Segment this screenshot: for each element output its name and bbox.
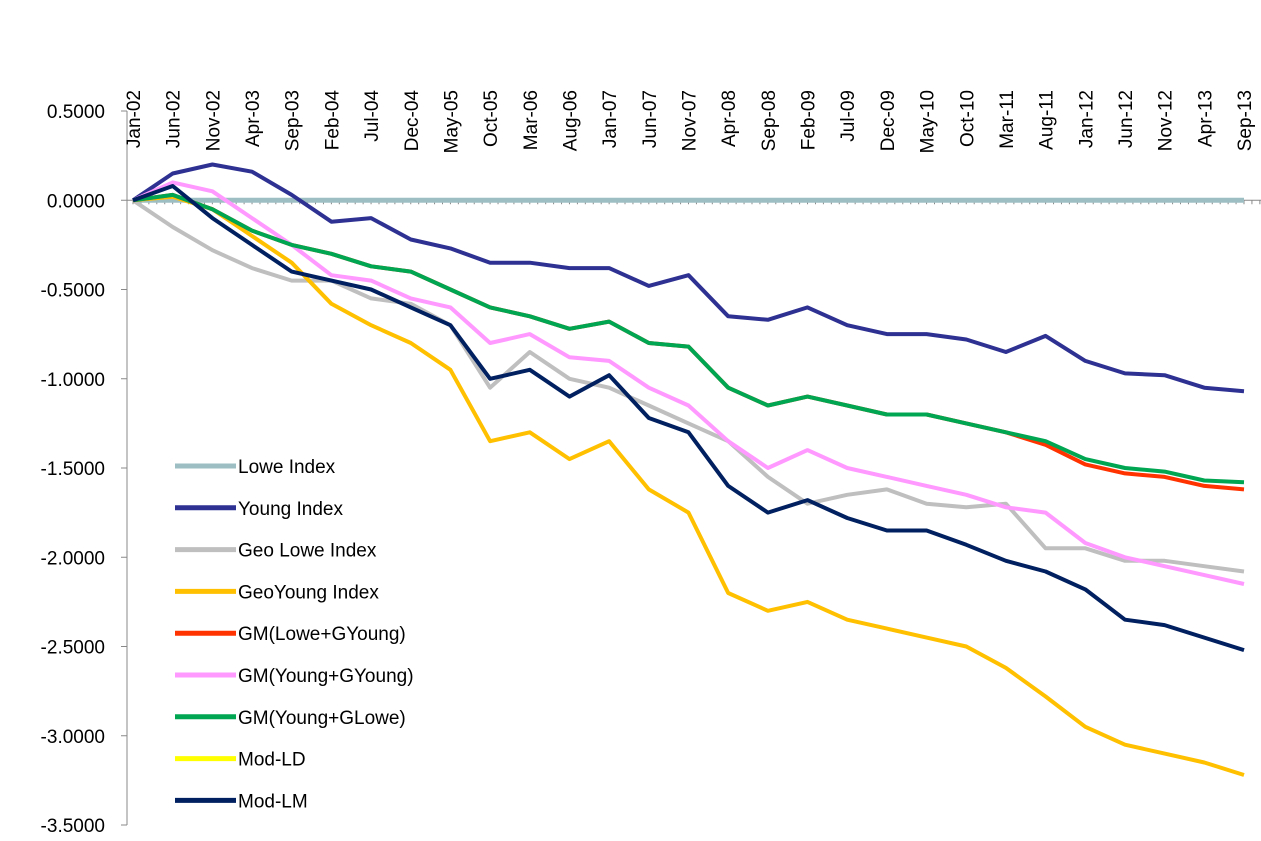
x-tick-label: Sep-03 (283, 90, 304, 151)
series-line (132, 184, 1245, 653)
series-line (131, 162, 1245, 394)
y-tick-label: -2.0000 (41, 548, 105, 569)
series-line (132, 192, 1245, 492)
x-tick-label: Nov-12 (1156, 90, 1177, 151)
x-tick-label: Nov-07 (680, 90, 701, 151)
y-tick-label: -2.5000 (41, 638, 105, 659)
legend-label: Mod-LD (238, 750, 306, 771)
x-tick-label: Apr-03 (243, 90, 264, 147)
x-tick-label: Jan-12 (1076, 90, 1097, 148)
x-tick-label: Apr-13 (1195, 90, 1216, 147)
x-tick-label: Mar-11 (997, 90, 1018, 149)
x-tick-label: Dec-09 (878, 90, 899, 151)
y-tick-label: -1.0000 (41, 370, 105, 391)
x-tick-label: Sep-13 (1235, 90, 1256, 151)
legend-label: GM(Lowe+GYoung) (238, 624, 406, 645)
x-tick-label: Jan-02 (124, 90, 145, 148)
x-tick-label: Feb-09 (799, 90, 820, 150)
y-tick-label: -3.0000 (41, 727, 105, 748)
x-tick-label: Sep-08 (759, 90, 780, 151)
legend-label: GM(Young+GYoung) (238, 666, 414, 687)
legend-label: Geo Lowe Index (238, 541, 377, 562)
x-tick-label: Nov-02 (203, 90, 224, 151)
x-tick-label: Mar-06 (521, 90, 542, 150)
x-tick-label: Feb-04 (322, 90, 343, 151)
legend-label: Young Index (238, 499, 343, 520)
legend-label: Mod-LM (238, 791, 308, 812)
series-line (131, 198, 1245, 574)
x-tick-label: Oct-10 (957, 90, 978, 147)
x-tick-label: May-05 (441, 90, 462, 153)
legend-label: GM(Young+GLowe) (238, 708, 406, 729)
y-tick-label: -1.5000 (41, 459, 105, 480)
x-tick-label: Jul-09 (838, 90, 859, 142)
series-line (132, 194, 1245, 777)
y-tick-label: -3.5000 (41, 816, 105, 837)
x-tick-label: Jul-04 (362, 90, 383, 142)
x-tick-label: Oct-05 (481, 90, 502, 147)
x-tick-label: May-10 (918, 90, 939, 153)
y-tick-label: -0.5000 (41, 281, 105, 302)
legend-label: Lowe Index (238, 457, 336, 478)
x-tick-label: Jun-02 (164, 90, 185, 148)
x-tick-label: Aug-06 (560, 90, 581, 151)
x-tick-label: Aug-11 (1037, 90, 1058, 150)
y-tick-label: 0.0000 (47, 191, 105, 212)
x-tick-label: Jun-07 (640, 90, 661, 148)
x-tick-label: Apr-08 (719, 90, 740, 147)
x-tick-label: Jan-07 (600, 90, 621, 148)
series-line (132, 180, 1245, 586)
legend-label: GeoYoung Index (238, 582, 379, 603)
y-tick-label: 0.5000 (47, 102, 105, 123)
x-tick-label: Dec-04 (402, 90, 423, 152)
x-tick-label: Jun-12 (1116, 90, 1137, 148)
series-line (132, 192, 1245, 485)
